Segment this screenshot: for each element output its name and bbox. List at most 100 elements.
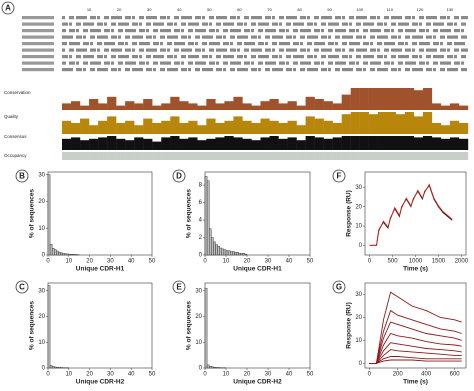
sequence-glyphs xyxy=(412,61,416,65)
track-bar xyxy=(350,88,360,110)
sequence-glyphs xyxy=(139,22,142,26)
sequence-glyphs xyxy=(83,61,88,65)
sequence-glyphs xyxy=(454,35,458,39)
histogram-bar xyxy=(68,253,72,256)
position-label: 90 xyxy=(327,7,332,12)
histogram-bar xyxy=(206,364,210,369)
sequence-glyphs xyxy=(447,35,454,39)
sequence-glyphs xyxy=(454,16,459,20)
track-bar xyxy=(80,140,90,150)
track-bar xyxy=(62,152,72,160)
sequence-glyphs xyxy=(461,48,468,52)
track-bar xyxy=(251,152,261,160)
track-bar xyxy=(152,152,162,160)
track-bar xyxy=(260,137,270,150)
sequence-glyphs xyxy=(307,55,313,59)
track-bar xyxy=(413,90,424,110)
sequence-glyphs xyxy=(384,35,388,39)
sequence-glyphs xyxy=(328,42,334,46)
panel-letter: A xyxy=(5,4,11,13)
sequence-glyphs xyxy=(307,48,310,52)
sequence-glyphs xyxy=(258,55,265,59)
sequence-glyphs xyxy=(356,29,359,33)
sequence-glyphs xyxy=(188,61,193,65)
track-bar xyxy=(80,118,90,134)
sequence-glyphs xyxy=(118,29,123,33)
sequence-glyphs xyxy=(279,42,286,46)
sequence-glyphs xyxy=(272,61,276,65)
sequence-glyphs xyxy=(62,16,65,20)
sequence-glyphs xyxy=(293,35,296,39)
sequence-glyphs xyxy=(426,68,432,72)
sequence-glyphs xyxy=(223,68,226,72)
track-bar xyxy=(224,136,234,150)
track-bar xyxy=(314,118,324,134)
track-bar xyxy=(440,105,451,110)
sequence-glyphs xyxy=(237,22,243,26)
sequence-glyphs xyxy=(461,68,467,72)
sequence-glyphs xyxy=(321,22,326,26)
sequence-glyphs xyxy=(237,16,240,20)
sequence-glyphs xyxy=(398,48,402,52)
sequence-glyphs xyxy=(97,16,100,20)
histogram-bar xyxy=(221,248,225,256)
sequence-glyphs xyxy=(419,48,424,52)
sequence-glyphs xyxy=(398,35,401,39)
sequence-glyphs xyxy=(272,29,276,33)
sequence-glyphs xyxy=(314,42,321,46)
track-bar xyxy=(107,152,117,160)
track-bar xyxy=(287,152,297,160)
sequence-glyphs xyxy=(335,42,338,46)
track-bar xyxy=(341,94,351,110)
sequence-glyphs xyxy=(83,29,88,33)
track-bar xyxy=(179,101,189,110)
sequence-glyphs xyxy=(461,42,465,46)
plot-frame xyxy=(47,282,153,369)
sequence-glyphs xyxy=(447,55,453,59)
sequence-glyphs xyxy=(454,42,461,46)
track-bar xyxy=(170,116,180,134)
sequence-glyphs xyxy=(265,68,270,72)
sequence-glyphs xyxy=(62,48,65,52)
sequence-glyphs xyxy=(300,48,306,52)
sequence-glyphs xyxy=(419,55,422,59)
sequence-glyphs xyxy=(447,68,454,72)
sequence-glyphs xyxy=(62,22,68,26)
sequence-glyphs xyxy=(447,16,450,20)
sequence-glyphs xyxy=(384,55,387,59)
sequence-glyphs xyxy=(377,55,383,59)
sequence-glyphs xyxy=(230,35,235,39)
sequence-glyphs xyxy=(146,48,153,52)
sequence-glyphs xyxy=(440,22,444,26)
sequence-glyphs xyxy=(97,68,104,72)
track-bar xyxy=(98,137,108,150)
sequence-glyphs xyxy=(97,61,101,65)
sequence-glyphs xyxy=(118,22,125,26)
histogram-bar xyxy=(215,367,218,369)
response-curve xyxy=(369,183,453,246)
sequence-glyphs xyxy=(391,55,396,59)
sequence-glyphs xyxy=(321,61,324,65)
panel-badge xyxy=(15,280,29,294)
sequence-glyphs xyxy=(279,48,284,52)
histogram-bar xyxy=(208,365,212,369)
sequence-glyphs xyxy=(237,68,244,72)
sequence-glyphs xyxy=(230,42,233,46)
position-label: 10 xyxy=(87,7,92,12)
x-tick-label: 40 xyxy=(128,372,135,378)
track-bar xyxy=(287,101,297,110)
sequence-glyphs xyxy=(433,68,436,72)
sequence-glyphs xyxy=(97,29,101,33)
sequence-glyphs xyxy=(132,16,135,20)
sequence-glyphs xyxy=(349,61,355,65)
track-bar xyxy=(215,123,225,134)
sequence-glyphs xyxy=(342,22,348,26)
panel-badge xyxy=(332,280,346,294)
track-bar xyxy=(413,116,424,134)
sequence-glyphs xyxy=(174,29,180,33)
histogram-bar xyxy=(217,246,220,256)
sequence-glyphs xyxy=(125,55,129,59)
sequence-glyphs xyxy=(398,61,403,65)
track-bar xyxy=(143,118,153,134)
x-tick-label: 0 xyxy=(46,259,50,265)
